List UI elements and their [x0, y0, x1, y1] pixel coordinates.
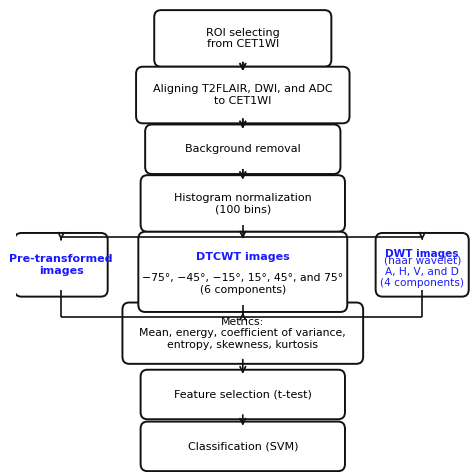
- Text: DWT images: DWT images: [385, 249, 459, 259]
- Text: Classification (SVM): Classification (SVM): [188, 441, 298, 451]
- Text: Pre-transformed
images: Pre-transformed images: [9, 254, 113, 276]
- Text: (haar wavelet)
A, H, V, and D
(4 components): (haar wavelet) A, H, V, and D (4 compone…: [380, 255, 464, 289]
- Text: Aligning T2FLAIR, DWI, and ADC
to CET1WI: Aligning T2FLAIR, DWI, and ADC to CET1WI: [153, 84, 333, 106]
- Text: Background removal: Background removal: [185, 144, 301, 154]
- Text: ROI selecting
from CET1WI: ROI selecting from CET1WI: [206, 27, 280, 49]
- Text: DTCWT images: DTCWT images: [196, 252, 290, 263]
- FancyBboxPatch shape: [136, 67, 349, 123]
- FancyBboxPatch shape: [141, 175, 345, 232]
- Text: Histogram normalization
(100 bins): Histogram normalization (100 bins): [174, 193, 312, 214]
- FancyBboxPatch shape: [122, 303, 363, 364]
- FancyBboxPatch shape: [141, 370, 345, 419]
- Text: Feature selection (t-test): Feature selection (t-test): [174, 389, 312, 400]
- Text: Metrics:
Mean, energy, coefficient of variance,
entropy, skewness, kurtosis: Metrics: Mean, energy, coefficient of va…: [139, 316, 346, 350]
- FancyBboxPatch shape: [145, 124, 340, 174]
- FancyBboxPatch shape: [141, 421, 345, 471]
- FancyBboxPatch shape: [15, 233, 108, 297]
- FancyBboxPatch shape: [154, 10, 331, 67]
- Text: −75°, −45°, −15°, 15°, 45°, and 75°
(6 components): −75°, −45°, −15°, 15°, 45°, and 75° (6 c…: [142, 273, 343, 295]
- FancyBboxPatch shape: [138, 232, 347, 312]
- FancyBboxPatch shape: [375, 233, 469, 297]
